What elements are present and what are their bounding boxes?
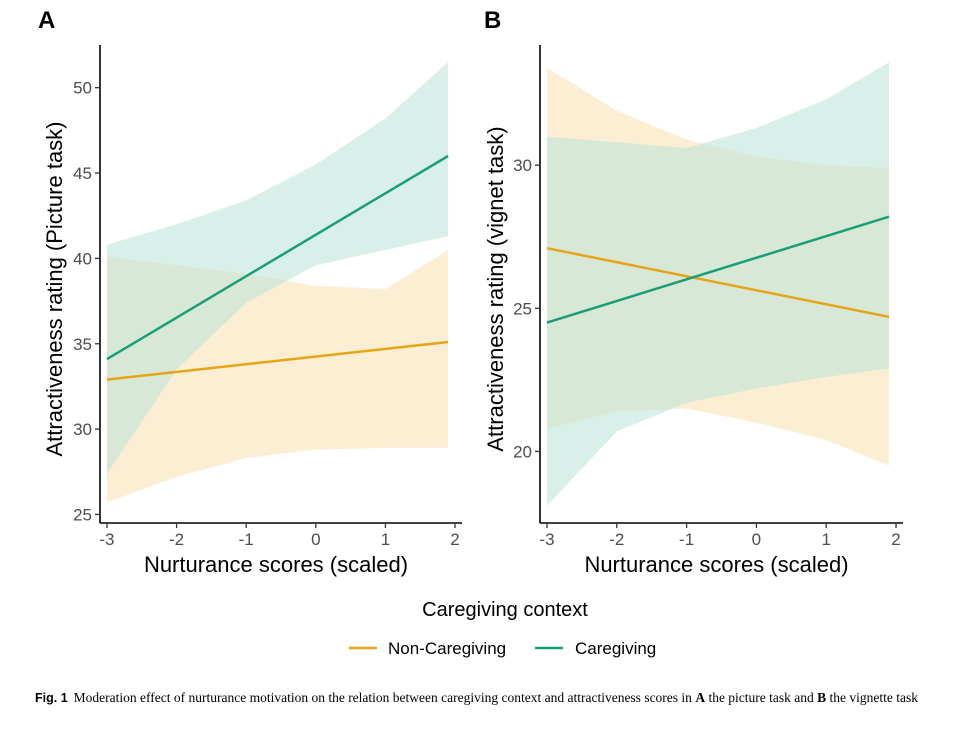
panel-a-letter: A <box>38 7 55 34</box>
caption-label: Fig. 1 <box>35 691 68 705</box>
panel-b-y-tick-label: 25 <box>513 299 532 318</box>
panel-a-x-tick-label: 1 <box>381 530 390 549</box>
panel-b: B 20 25 30 -3 -2 -1 0 1 2 Nurturance scores (scal… <box>483 7 903 577</box>
legend-title: Caregiving context <box>422 599 588 621</box>
panel-b-x-tick-label: 0 <box>752 530 761 549</box>
panel-a-x-tick-label: -2 <box>169 530 184 549</box>
caption-bold-a: A <box>695 690 706 705</box>
caption-text-2: the picture task and <box>705 690 818 705</box>
panel-a-y-tick-label: 50 <box>73 79 92 98</box>
panel-a-y-tick-label: 25 <box>73 505 92 524</box>
panel-a-x-axis-title: Nurturance scores (scaled) <box>144 552 408 577</box>
panel-a-x-tick-label: 0 <box>311 530 320 549</box>
figure: A 25 30 35 40 45 50 -3 -2 -1 0 1 2 Nurturance scores… <box>38 7 903 658</box>
panel-a-y-tick-label: 30 <box>73 420 92 439</box>
panel-a-x-tick-label: -3 <box>99 530 114 549</box>
figure-caption: Fig. 1 Moderation effect of nurturance mo… <box>35 690 935 706</box>
panel-a-line-non-caregiving <box>106 340 449 381</box>
panel-a-y-tick-label: 45 <box>73 164 92 183</box>
panel-a: A 25 30 35 40 45 50 -3 -2 -1 0 1 2 Nurturance scores… <box>38 7 462 577</box>
panel-a-line-caregiving <box>106 154 449 361</box>
legend: Caregiving context Non-Caregiving Caregi… <box>349 599 656 658</box>
panel-b-x-tick-label: -3 <box>539 530 554 549</box>
panel-a-y-tick-label: 35 <box>73 335 92 354</box>
panel-a-x-tick-label: 2 <box>450 530 459 549</box>
panel-b-line-non-caregiving <box>546 246 890 319</box>
panel-b-line-caregiving <box>546 215 890 324</box>
panel-b-band-caregiving <box>547 62 889 506</box>
panel-a-y-tick-label: 40 <box>73 249 92 268</box>
panel-b-x-tick-label: 2 <box>891 530 900 549</box>
legend-label-non-caregiving: Non-Caregiving <box>388 639 506 658</box>
panel-b-y-tick-label: 30 <box>513 156 532 175</box>
panel-b-y-tick-label: 20 <box>513 442 532 461</box>
panel-b-x-tick-label: -2 <box>609 530 624 549</box>
panel-b-y-axis-title: Attractiveness rating (vignet task) <box>483 126 508 451</box>
panel-b-x-tick-label: 1 <box>821 530 830 549</box>
panel-b-x-axis-title: Nurturance scores (scaled) <box>584 552 848 577</box>
panel-a-y-axis-title: Attractiveness rating (Picture task) <box>42 121 67 456</box>
panel-a-x-tick-label: -1 <box>239 530 254 549</box>
legend-item-non-caregiving: Non-Caregiving <box>349 639 506 658</box>
legend-label-caregiving: Caregiving <box>575 639 656 658</box>
caption-bold-b: B <box>817 690 827 705</box>
panel-b-letter: B <box>484 7 501 34</box>
legend-item-caregiving: Caregiving <box>535 639 656 658</box>
panel-b-x-tick-label: -1 <box>679 530 694 549</box>
caption-text-3: the vignette task <box>826 690 919 705</box>
panel-a-band-caregiving <box>107 62 449 474</box>
caption-text-1: Moderation effect of nurturance motivati… <box>73 690 696 705</box>
